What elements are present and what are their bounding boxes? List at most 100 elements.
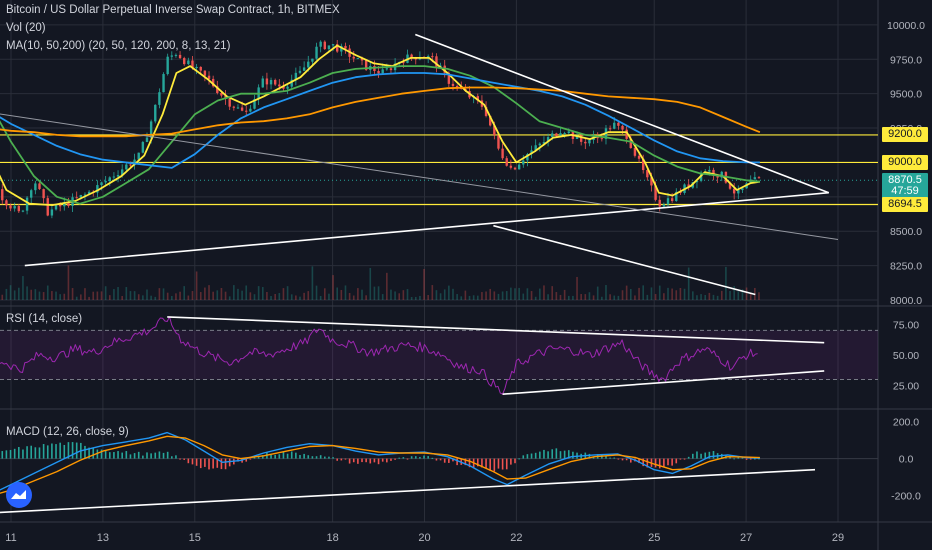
volume-bar: [166, 292, 169, 300]
volume-bar: [199, 292, 202, 300]
tradingview-logo-icon: [6, 482, 32, 508]
candle-body: [637, 155, 641, 159]
volume-bar: [410, 296, 413, 300]
volume-bar: [584, 294, 587, 300]
volume-bar: [261, 287, 264, 300]
volume-bar: [365, 295, 367, 300]
volume-bar: [290, 294, 293, 300]
candle-body: [162, 74, 165, 93]
macd-histogram-bar: [175, 455, 177, 459]
macd-histogram-bar: [543, 449, 545, 459]
macd-histogram-bar: [737, 457, 740, 459]
macd-histogram-bar: [340, 458, 343, 461]
macd-histogram-bar: [386, 458, 388, 463]
macd-histogram-bar: [754, 458, 756, 460]
macd-histogram-bar: [427, 456, 429, 459]
macd-histogram-bar: [605, 456, 607, 459]
macd-histogram-bar: [171, 456, 173, 459]
volume-bar: [419, 295, 421, 300]
volume-bar: [137, 294, 140, 300]
volume-bar: [171, 296, 173, 300]
volume-bar: [88, 296, 90, 300]
macd-histogram-bar: [100, 449, 103, 459]
macd-histogram-bar: [270, 454, 272, 459]
candle-body: [542, 142, 546, 144]
macd-histogram-bar: [9, 449, 12, 459]
macd-histogram-bar: [261, 455, 264, 459]
volume-bar: [286, 286, 289, 300]
volume-bar: [464, 290, 467, 300]
candle-body: [716, 175, 719, 178]
macd-histogram-bar: [588, 453, 591, 459]
trendline: [493, 224, 756, 296]
volume-bar: [146, 289, 148, 300]
macd-histogram-bar: [290, 451, 293, 459]
candle-body: [58, 204, 62, 207]
macd-histogram-bar: [621, 458, 624, 461]
macd-histogram-bar: [497, 458, 500, 469]
volume-bar: [154, 296, 157, 300]
candle-body: [670, 198, 674, 201]
macd-histogram-bar: [609, 457, 611, 459]
candle-body: [137, 152, 140, 160]
candle-body: [240, 107, 244, 111]
volume-bar: [497, 293, 500, 300]
x-tick-label: 18: [326, 532, 338, 544]
candle-body: [331, 44, 335, 46]
volume-bar: [733, 286, 735, 300]
y-tick-label: 9750.0: [890, 54, 922, 66]
macd-histogram-bar: [212, 458, 214, 469]
candle-body: [600, 138, 604, 140]
volume-bar: [518, 287, 520, 300]
volume-legend: Vol (20): [6, 22, 46, 34]
candle-body: [757, 177, 761, 179]
macd-histogram-bar: [84, 445, 86, 459]
macd-histogram-bar: [464, 458, 467, 466]
macd-histogram-bar: [344, 458, 347, 460]
volume-bar: [26, 286, 28, 300]
macd-histogram-bar: [13, 448, 16, 459]
volume-bar: [30, 289, 33, 300]
macd-histogram-bar: [402, 457, 405, 459]
candle-body: [662, 204, 666, 207]
macd-histogram-bar: [92, 447, 95, 459]
volume-bar: [386, 272, 388, 300]
volume-bar: [113, 289, 115, 300]
volume-bar: [443, 289, 446, 300]
candle-body: [63, 202, 66, 207]
ma-legend: MA(10, 50,200) (20, 50, 120, 200, 8, 13,…: [6, 40, 231, 52]
volume-bar: [204, 287, 206, 300]
candle-body: [54, 204, 58, 210]
macd-histogram-bar: [456, 458, 458, 466]
candle-body: [104, 180, 107, 183]
macd-histogram-bar: [208, 458, 210, 470]
candle-body: [439, 65, 442, 67]
candle-body: [344, 45, 347, 49]
candle-body: [737, 190, 740, 194]
macd-histogram-bar: [55, 444, 57, 459]
moving-average-line: [0, 65, 760, 205]
candle-body: [195, 66, 198, 69]
volume-bar: [588, 292, 591, 300]
candle-body: [149, 121, 153, 138]
volume-bar: [257, 286, 260, 300]
macd-histogram-bar: [216, 458, 219, 468]
volume-bar: [13, 290, 16, 300]
volume-bar: [125, 287, 128, 300]
volume-bar: [625, 285, 628, 300]
candle-body: [708, 169, 711, 172]
candle-body: [675, 191, 678, 201]
macd-histogram-bar: [257, 456, 260, 459]
candle-body: [551, 133, 554, 138]
macd-histogram-bar: [406, 458, 409, 460]
volume-bar: [551, 286, 554, 300]
volume-bar: [613, 295, 616, 300]
volume-bar: [381, 294, 384, 300]
macd-histogram-bar: [191, 458, 194, 465]
candle-body: [38, 183, 41, 190]
macd-histogram-bar: [336, 458, 339, 461]
candle-body: [220, 92, 223, 96]
volume-bar: [42, 292, 45, 300]
price-tag: 9000.0: [882, 154, 928, 170]
